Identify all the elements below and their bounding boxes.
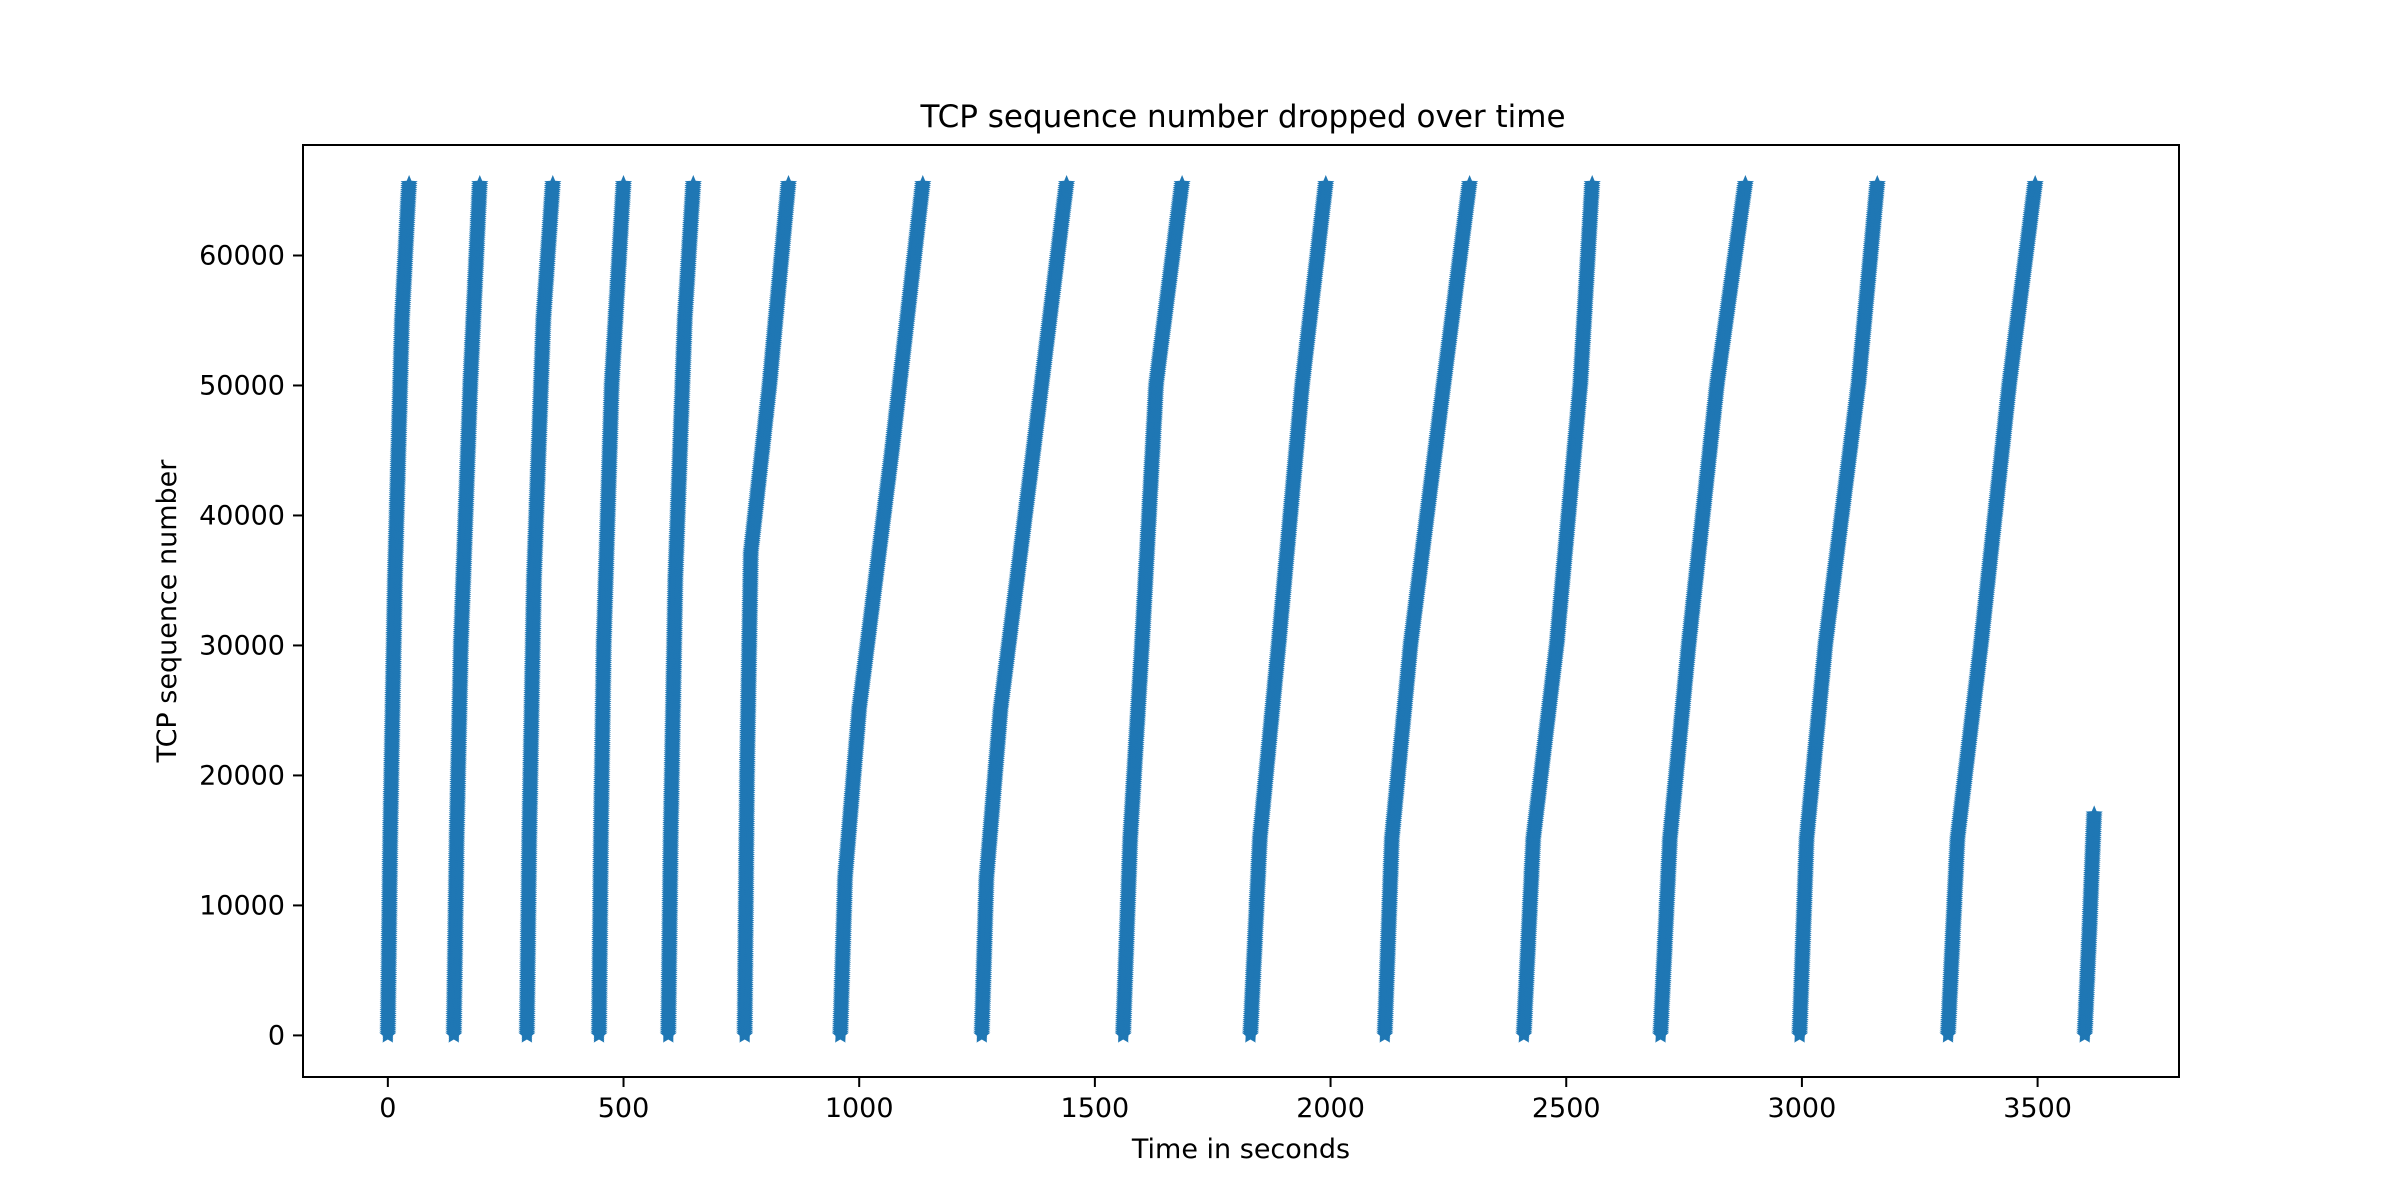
data-point <box>544 175 562 192</box>
data-points <box>379 175 2103 1043</box>
series-run <box>659 175 702 1043</box>
data-point <box>614 175 633 192</box>
series-run <box>379 175 418 1043</box>
data-point <box>400 175 418 192</box>
chart-title: TCP sequence number dropped over time <box>919 99 1565 135</box>
series-run <box>445 175 489 1043</box>
series-run <box>518 175 562 1043</box>
series-run <box>590 175 633 1043</box>
data-point <box>471 175 489 192</box>
plot-area <box>379 175 2103 1043</box>
